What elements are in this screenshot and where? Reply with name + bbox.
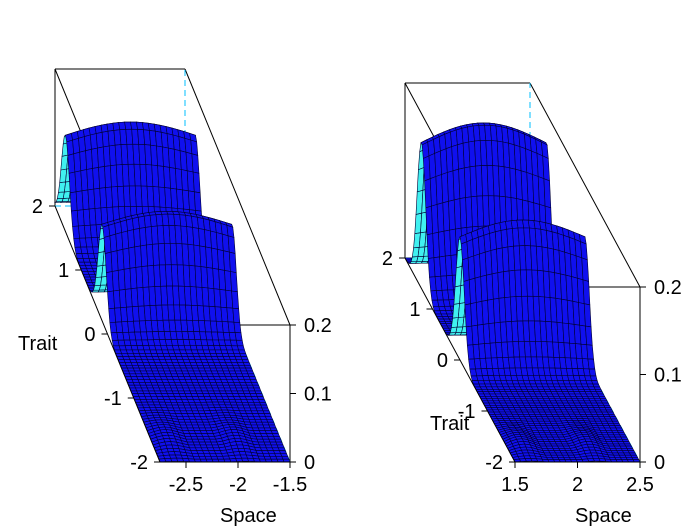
trait-tick-label: 1 xyxy=(409,299,420,321)
density-tick-label: 0.2 xyxy=(654,277,682,299)
density-axis-ticks: 0 0.1 0.2 xyxy=(640,277,682,474)
space-axis-label: Space xyxy=(575,505,632,527)
density-tick-label: 0.1 xyxy=(654,365,682,387)
space-axis-ticks: -2.5 -2 -1.5 xyxy=(169,462,307,496)
trait-tick-label: -1 xyxy=(458,401,476,423)
density-tick-label: 0 xyxy=(304,452,315,474)
trait-tick-label: -2 xyxy=(485,452,503,474)
space-tick-label: -1.5 xyxy=(273,474,307,496)
trait-tick-label: -2 xyxy=(130,452,148,474)
space-tick-label: 2 xyxy=(572,474,583,496)
trait-axis-label: Trait xyxy=(430,413,470,435)
surface-mesh xyxy=(53,121,291,463)
trait-tick-label: 2 xyxy=(382,248,393,270)
trait-tick-label: 0 xyxy=(437,350,448,372)
space-tick-label: -2 xyxy=(229,474,247,496)
space-axis-ticks: 1.5 2 2.5 xyxy=(501,462,654,496)
space-tick-label: 1.5 xyxy=(501,474,529,496)
space-axis-label: Space xyxy=(220,505,277,527)
density-axis-ticks: 0 0.1 0.2 xyxy=(290,315,332,474)
density-tick-label: 0.1 xyxy=(304,384,332,406)
surface-mesh xyxy=(404,122,641,463)
trait-axis-label: Trait xyxy=(18,333,58,355)
space-tick-label: 2.5 xyxy=(626,474,654,496)
space-tick-label: -2.5 xyxy=(169,474,203,496)
trait-axis-ticks: -2 -1 0 1 2 xyxy=(382,248,515,474)
trait-tick-label: -1 xyxy=(104,388,122,410)
trait-tick-label: 0 xyxy=(84,324,95,346)
density-tick-label: 0.2 xyxy=(304,315,332,337)
trait-axis-ticks: -2 -1 0 1 2 xyxy=(32,196,160,474)
density-tick-label: 0 xyxy=(654,452,665,474)
trait-tick-label: 1 xyxy=(58,260,69,282)
trait-tick-label: 2 xyxy=(32,196,43,218)
